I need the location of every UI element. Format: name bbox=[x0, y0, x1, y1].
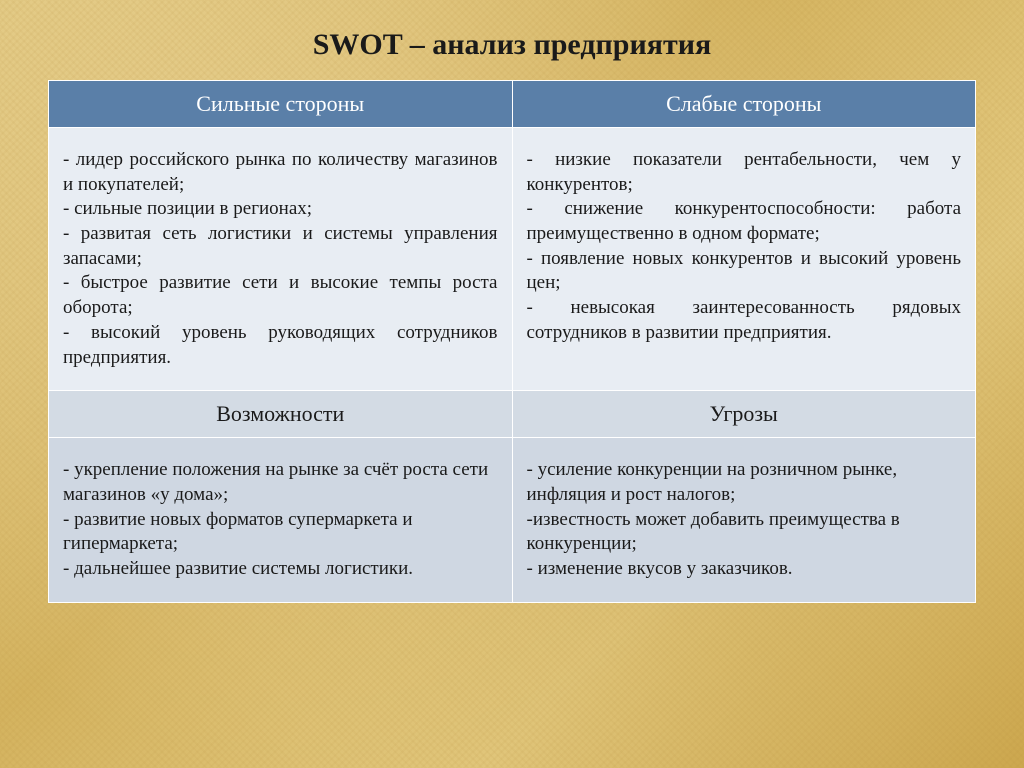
cell-weaknesses: - низкие показатели рентабельности, чем … bbox=[512, 128, 976, 391]
slide: SWOT – анализ предприятия Сильные сторон… bbox=[0, 0, 1024, 768]
cell-opportunities: - укрепление положения на рынке за счёт … bbox=[49, 438, 513, 602]
strengths-text: - лидер российского рынка по количеству … bbox=[49, 128, 512, 390]
weaknesses-text: - низкие показатели рентабельности, чем … bbox=[513, 128, 976, 366]
table-header-row-1: Сильные стороны Слабые стороны bbox=[49, 81, 976, 128]
table-header-row-2: Возможности Угрозы bbox=[49, 391, 976, 438]
threats-text: - усиление конкуренции на розничном рынк… bbox=[513, 438, 976, 601]
header-strengths: Сильные стороны bbox=[49, 81, 513, 128]
header-weaknesses: Слабые стороны bbox=[512, 81, 976, 128]
header-opportunities: Возможности bbox=[49, 391, 513, 438]
table-body-row-1: - лидер российского рынка по количеству … bbox=[49, 128, 976, 391]
header-threats: Угрозы bbox=[512, 391, 976, 438]
cell-strengths: - лидер российского рынка по количеству … bbox=[49, 128, 513, 391]
cell-threats: - усиление конкуренции на розничном рынк… bbox=[512, 438, 976, 602]
swot-table: Сильные стороны Слабые стороны - лидер р… bbox=[48, 80, 976, 603]
slide-title: SWOT – анализ предприятия bbox=[48, 28, 976, 62]
table-body-row-2: - укрепление положения на рынке за счёт … bbox=[49, 438, 976, 602]
opportunities-text: - укрепление положения на рынке за счёт … bbox=[49, 438, 512, 601]
